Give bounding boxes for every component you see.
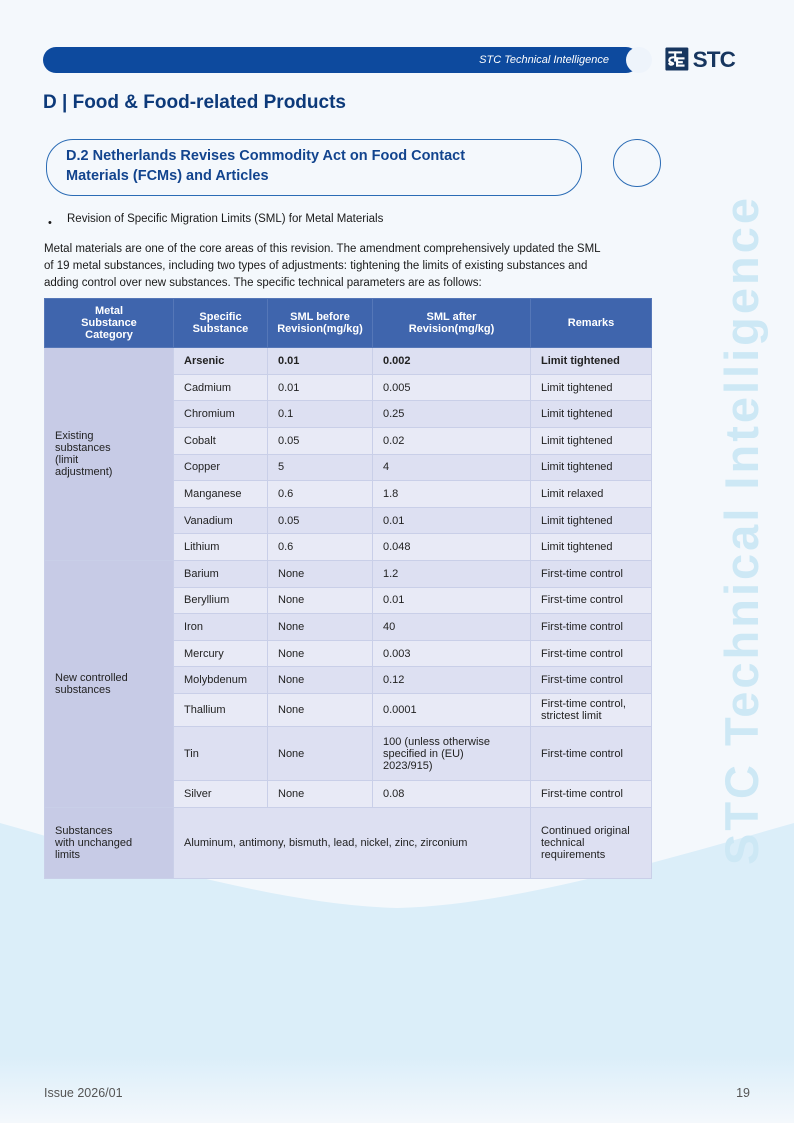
svg-text:STC: STC — [693, 47, 736, 72]
